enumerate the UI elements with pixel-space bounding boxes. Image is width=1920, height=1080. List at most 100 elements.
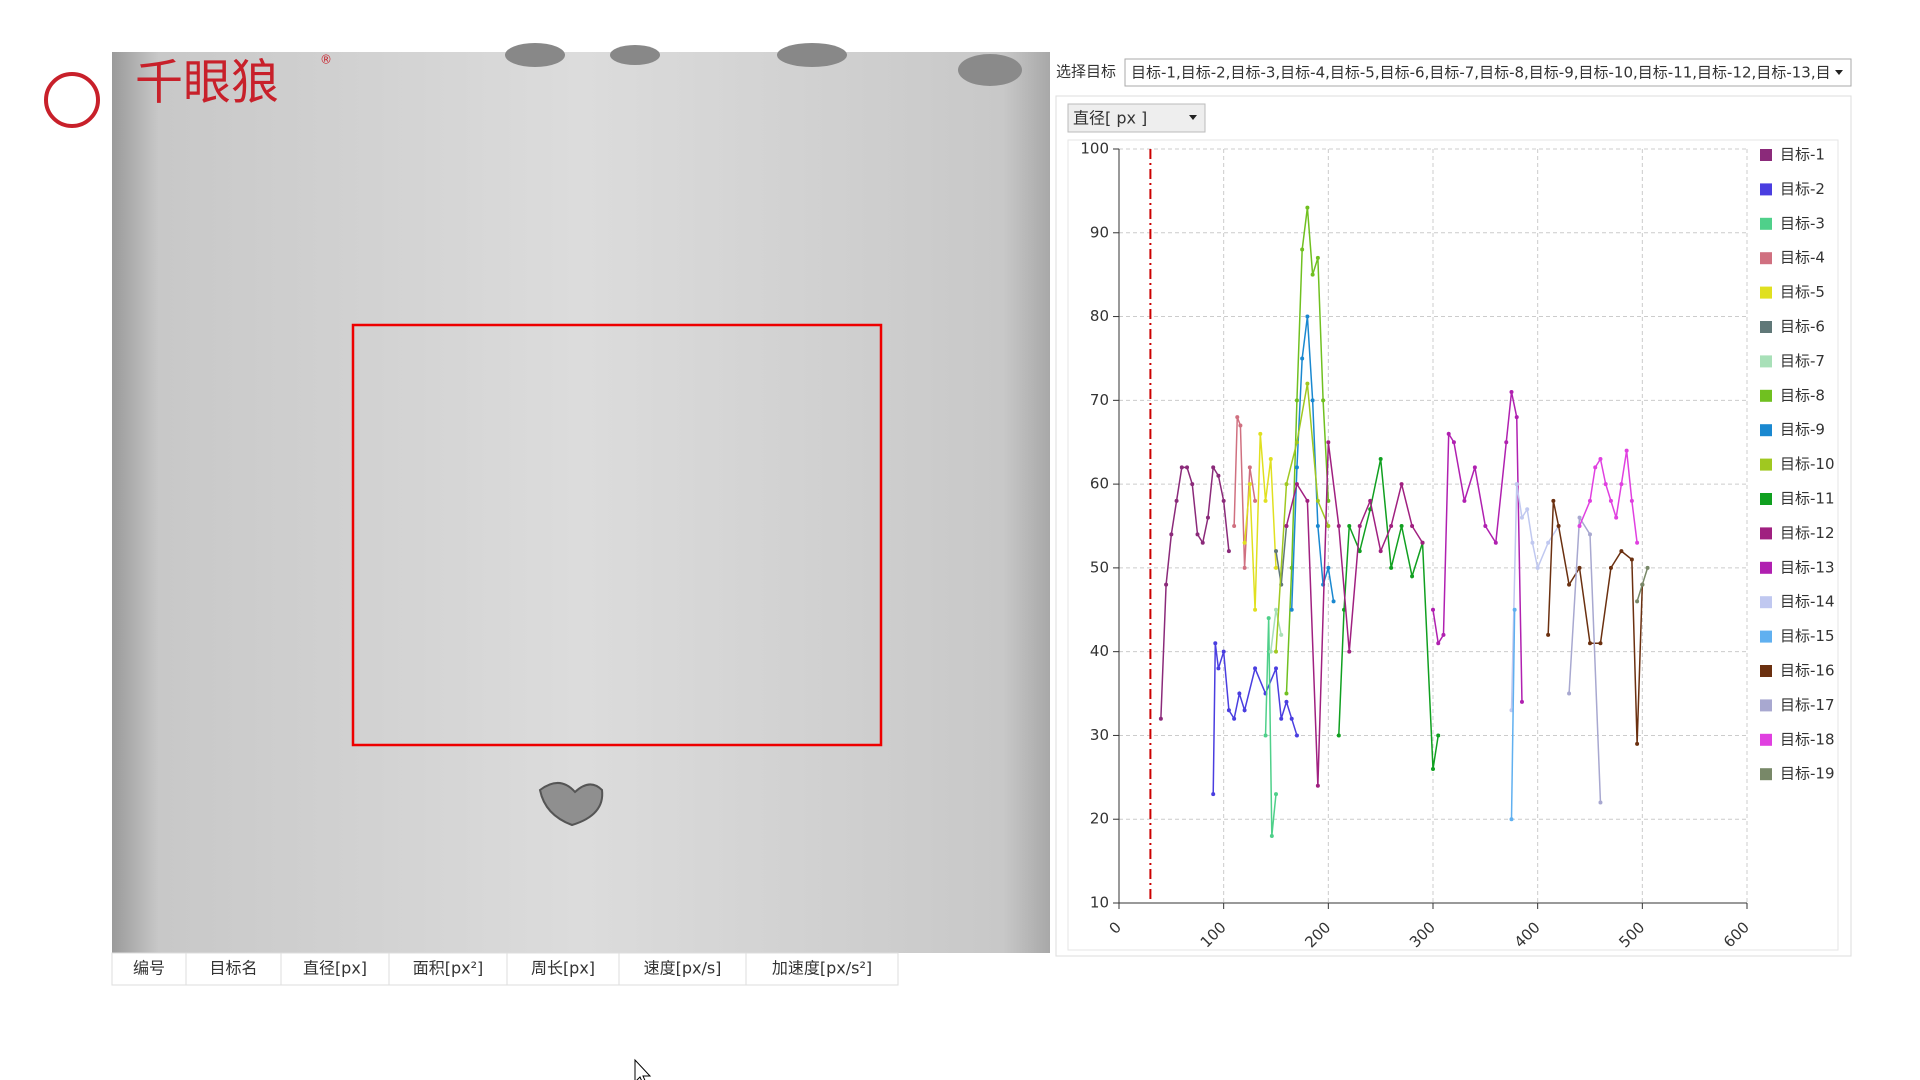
legend-swatch xyxy=(1760,252,1772,265)
legend-swatch xyxy=(1760,596,1772,609)
legend-label: 目标-14 xyxy=(1780,593,1835,611)
data-point xyxy=(1294,465,1299,470)
data-point xyxy=(1509,817,1514,822)
data-point xyxy=(1284,699,1289,704)
table-header-cell: 面积[px²] xyxy=(413,959,484,978)
target-label: 选择目标 xyxy=(1056,63,1116,81)
data-point xyxy=(1567,582,1572,587)
data-point xyxy=(1378,456,1383,461)
data-point xyxy=(1519,515,1524,520)
data-point xyxy=(1274,649,1278,654)
data-point xyxy=(1305,498,1310,503)
data-point xyxy=(1326,565,1331,570)
data-point xyxy=(1247,482,1252,487)
data-point xyxy=(1221,649,1226,654)
droplet xyxy=(610,45,660,65)
y-tick-label: 80 xyxy=(1090,307,1109,325)
data-point xyxy=(1274,549,1278,554)
data-point xyxy=(1619,482,1624,487)
data-point xyxy=(1619,549,1624,554)
data-point xyxy=(1493,540,1498,545)
data-point xyxy=(1274,666,1278,671)
legend-label: 目标-15 xyxy=(1780,627,1835,645)
data-point xyxy=(1436,641,1441,646)
legend-swatch xyxy=(1760,389,1772,402)
data-point xyxy=(1294,398,1299,403)
legend-swatch xyxy=(1760,149,1772,161)
metric-select[interactable] xyxy=(1067,103,1206,133)
data-point xyxy=(1274,792,1278,797)
data-point xyxy=(1577,515,1582,520)
data-point xyxy=(1431,766,1435,771)
data-point xyxy=(1598,641,1603,646)
data-point xyxy=(1216,666,1221,671)
data-point xyxy=(1294,482,1299,487)
table-header-cell: 速度[px/s] xyxy=(644,959,722,978)
mouse-cursor xyxy=(634,1058,652,1080)
data-point xyxy=(1279,716,1284,721)
data-point xyxy=(1598,800,1603,805)
data-point xyxy=(1608,565,1613,570)
legend-swatch xyxy=(1760,665,1772,677)
data-point xyxy=(1645,565,1650,570)
data-point xyxy=(1321,398,1326,403)
legend-label: 目标-9 xyxy=(1780,421,1825,439)
target-select-text: 目标-1,目标-2,目标-3,目标-4,目标-5,目标-6,目标-7,目标-8,… xyxy=(1131,64,1831,82)
data-point xyxy=(1242,540,1247,545)
data-point xyxy=(1266,616,1271,621)
data-point xyxy=(1213,641,1218,646)
data-point xyxy=(1211,465,1216,470)
plot-bg xyxy=(1067,139,1839,951)
data-point xyxy=(1514,415,1519,420)
data-point xyxy=(1179,465,1184,470)
data-point xyxy=(1268,456,1273,461)
data-point xyxy=(1567,691,1572,696)
legend-swatch xyxy=(1760,699,1772,712)
data-point xyxy=(1504,440,1509,445)
data-point xyxy=(1635,540,1640,545)
y-tick-label: 70 xyxy=(1090,391,1109,409)
data-point xyxy=(1315,783,1320,788)
data-point xyxy=(1211,792,1216,797)
target-select[interactable] xyxy=(1124,58,1852,87)
data-point xyxy=(1357,524,1362,528)
series-line xyxy=(1264,618,1277,837)
data-point xyxy=(1577,565,1582,570)
droplet xyxy=(958,54,1022,86)
data-point xyxy=(1389,524,1394,528)
data-point xyxy=(1462,498,1467,503)
data-point xyxy=(1274,607,1278,612)
data-point xyxy=(1519,699,1524,704)
logo-icon xyxy=(44,72,100,128)
data-point xyxy=(1294,440,1299,445)
legend-swatch xyxy=(1760,527,1772,540)
legend-label: 目标-6 xyxy=(1780,318,1825,336)
data-point xyxy=(1378,549,1383,554)
legend-swatch xyxy=(1760,561,1772,574)
data-point xyxy=(1253,666,1258,671)
data-point xyxy=(1629,498,1634,503)
legend-swatch xyxy=(1760,733,1772,746)
data-point xyxy=(1269,833,1274,838)
data-point xyxy=(1164,582,1169,587)
data-point xyxy=(1226,549,1231,554)
series-line xyxy=(1547,500,1644,744)
table-header-cell: 加速度[px/s²] xyxy=(772,959,872,978)
legend-label: 目标-16 xyxy=(1780,662,1835,680)
y-tick-label: 30 xyxy=(1090,726,1109,744)
data-point xyxy=(1514,482,1519,487)
data-point xyxy=(1185,465,1190,470)
data-point xyxy=(1588,532,1592,537)
legend-label: 目标-11 xyxy=(1780,490,1835,508)
y-tick-label: 40 xyxy=(1090,642,1109,660)
data-point xyxy=(1399,482,1404,487)
legend-label: 目标-2 xyxy=(1780,180,1825,198)
data-point xyxy=(1483,524,1488,528)
data-point xyxy=(1268,649,1273,654)
data-point xyxy=(1577,524,1582,528)
data-point xyxy=(1190,482,1195,487)
data-point xyxy=(1195,532,1200,537)
data-point xyxy=(1530,540,1535,545)
legend-label: 目标-17 xyxy=(1780,696,1835,714)
